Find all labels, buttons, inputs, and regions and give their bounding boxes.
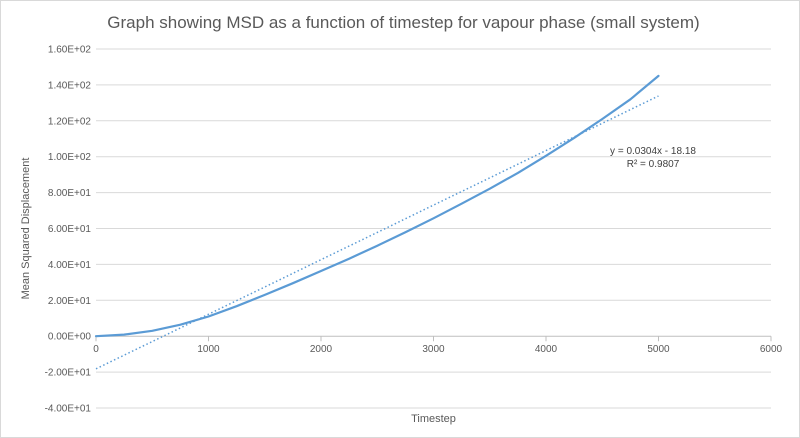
y-axis-title: Mean Squared Displacement — [20, 158, 32, 300]
y-tick-label: 8.00E+01 — [48, 188, 92, 199]
x-tick-label: 0 — [93, 344, 99, 355]
x-tick-label: 6000 — [760, 344, 783, 355]
x-tick-label: 3000 — [422, 344, 445, 355]
trendline-r-squared: R² = 0.9807 — [627, 159, 680, 170]
y-tick-label: 4.00E+01 — [48, 260, 92, 271]
x-tick-label: 4000 — [535, 344, 558, 355]
y-tick-label: 6.00E+01 — [48, 224, 92, 235]
y-tick-label: 1.40E+02 — [48, 80, 92, 91]
x-tick-label: 2000 — [310, 344, 333, 355]
y-tick-label: -2.00E+01 — [45, 368, 92, 379]
y-tick-label: 2.00E+01 — [48, 296, 92, 307]
y-tick-label: -4.00E+01 — [45, 404, 92, 415]
trendline-equation: y = 0.0304x - 18.18 — [610, 146, 696, 157]
y-tick-label: 1.60E+02 — [48, 45, 92, 56]
linear-trendline — [95, 95, 659, 370]
y-tick-label: 1.00E+02 — [48, 152, 92, 163]
x-axis-title: Timestep — [411, 413, 456, 425]
y-tick-label: 0.00E+00 — [48, 332, 92, 343]
msd-series-line — [94, 74, 660, 338]
x-tick-label: 5000 — [647, 344, 670, 355]
y-tick-label: 1.20E+02 — [48, 116, 92, 127]
x-tick-label: 1000 — [197, 344, 220, 355]
chart-title: Graph showing MSD as a function of times… — [107, 13, 699, 32]
